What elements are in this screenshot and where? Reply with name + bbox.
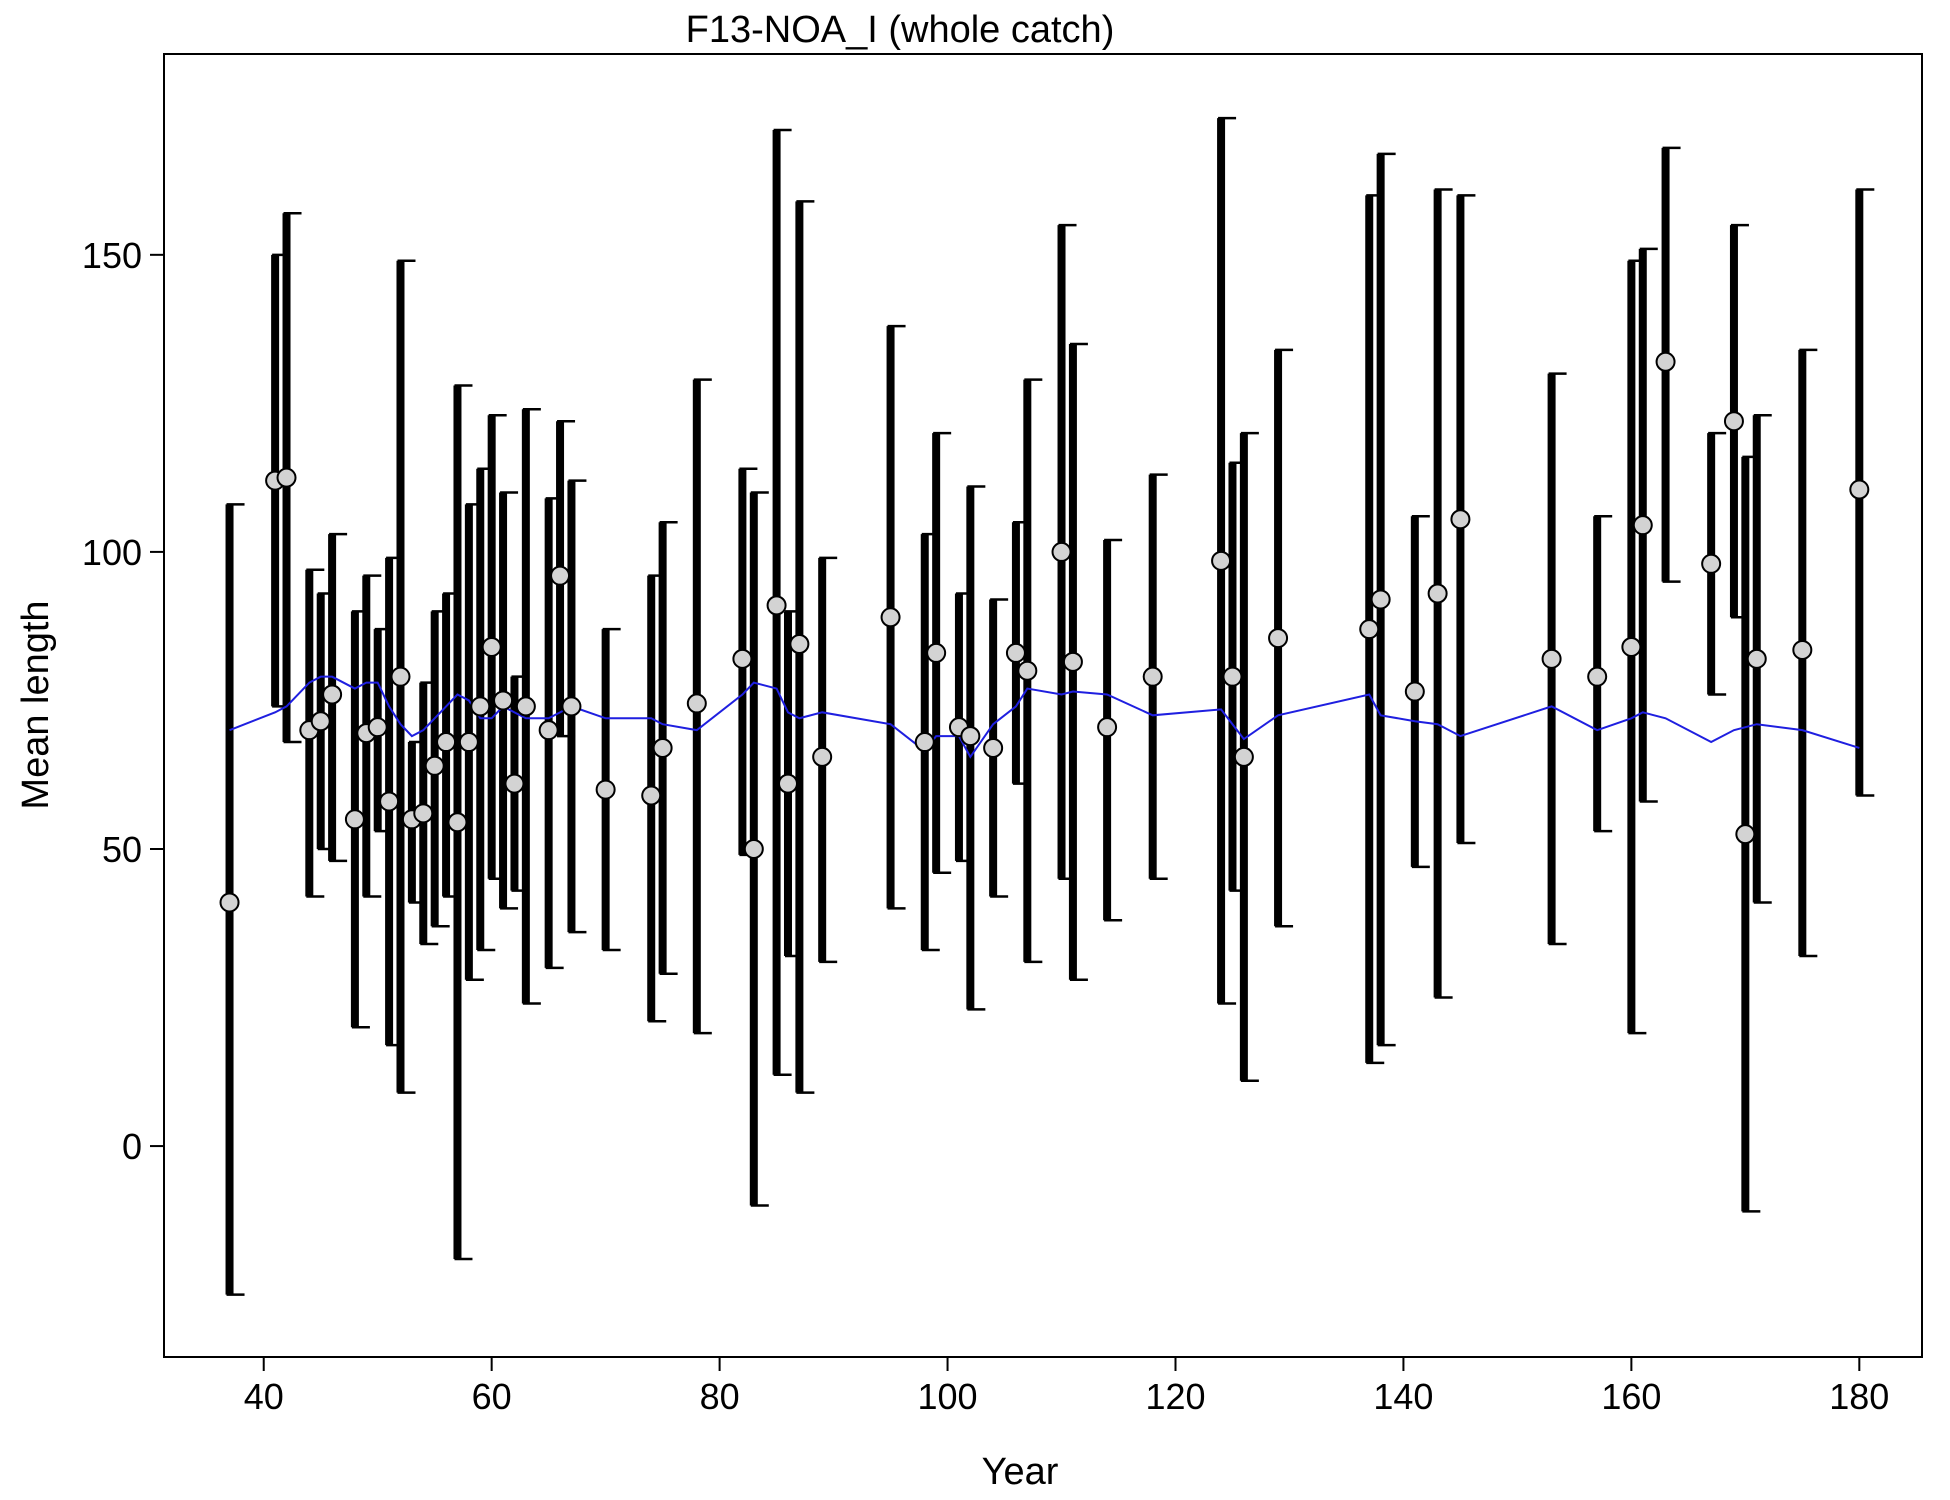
observed-point [777, 773, 798, 794]
x-tick-label: 180 [1829, 1376, 1889, 1417]
observed-point [310, 711, 331, 732]
observed-point [1233, 746, 1254, 767]
observed-point [914, 732, 935, 753]
observed-point [641, 785, 662, 806]
observed-point [1450, 509, 1471, 530]
x-tick-label: 140 [1373, 1376, 1433, 1417]
observed-point [789, 634, 810, 655]
observed-point [1222, 666, 1243, 687]
observed-point [1792, 639, 1813, 660]
observed-point [538, 720, 559, 741]
x-tick-label: 40 [244, 1376, 284, 1417]
observed-point [1735, 824, 1756, 845]
observed-point [1746, 648, 1767, 669]
observed-point [1062, 651, 1083, 672]
observed-point [1142, 666, 1163, 687]
observed-point [652, 737, 673, 758]
observed-point [458, 732, 479, 753]
observed-point [983, 737, 1004, 758]
x-axis-label: Year [982, 1451, 1059, 1493]
observed-point [379, 791, 400, 812]
observed-point [561, 696, 582, 717]
observed-point [390, 666, 411, 687]
x-tick-label: 60 [472, 1376, 512, 1417]
x-tick-label: 120 [1145, 1376, 1205, 1417]
y-axis-label: Mean length [15, 600, 57, 809]
y-tick-label: 50 [102, 829, 142, 870]
y-tick-label: 100 [82, 532, 142, 573]
observed-point [766, 595, 787, 616]
observed-point [504, 773, 525, 794]
observed-point [470, 696, 491, 717]
observed-point [926, 642, 947, 663]
observed-point [1051, 541, 1072, 562]
observed-point [732, 648, 753, 669]
observed-point [447, 812, 468, 833]
observed-point [1621, 636, 1642, 657]
observed-point [1370, 589, 1391, 610]
observed-point [219, 892, 240, 913]
plot-frame [163, 53, 1923, 1358]
observed-point [367, 717, 388, 738]
observed-point [686, 693, 707, 714]
observed-point [276, 467, 297, 488]
y-tick-label: 0 [122, 1126, 142, 1167]
observed-point [1268, 628, 1289, 649]
observed-point [493, 690, 514, 711]
observed-point [1359, 619, 1380, 640]
observed-point [1723, 411, 1744, 432]
observed-point [1017, 660, 1038, 681]
observed-point [812, 746, 833, 767]
observed-point [1655, 351, 1676, 372]
expected-line [229, 675, 1860, 759]
observed-point [1404, 681, 1425, 702]
y-tick-label: 150 [82, 235, 142, 276]
observed-point [436, 732, 457, 753]
observed-point [322, 684, 343, 705]
observed-point [481, 636, 502, 657]
observed-point [880, 607, 901, 628]
observed-point [413, 803, 434, 824]
x-tick-label: 160 [1601, 1376, 1661, 1417]
observed-point [515, 696, 536, 717]
observed-point [1849, 479, 1870, 500]
observed-point [1427, 583, 1448, 604]
observed-point [960, 726, 981, 747]
observed-point [1632, 515, 1653, 536]
observed-point [344, 809, 365, 830]
chart-title: F13-NOA_I (whole catch) [686, 9, 1115, 51]
observed-point [550, 565, 571, 586]
observed-point [1587, 666, 1608, 687]
observed-point [424, 755, 445, 776]
observed-point [595, 779, 616, 800]
observed-point [1097, 717, 1118, 738]
observed-point [1541, 648, 1562, 669]
x-tick-label: 80 [700, 1376, 740, 1417]
observed-point [1211, 550, 1232, 571]
x-tick-label: 100 [918, 1376, 978, 1417]
observed-point [743, 838, 764, 859]
observed-point [1005, 642, 1026, 663]
observed-point [1701, 553, 1722, 574]
